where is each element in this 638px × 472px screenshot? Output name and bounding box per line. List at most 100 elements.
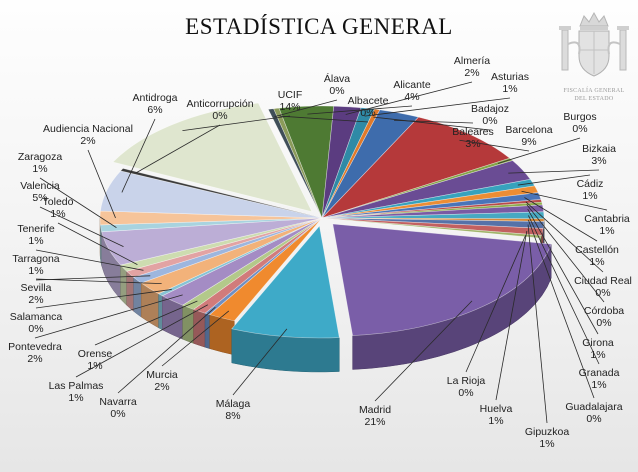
slice-percent-la-rioja: 0% xyxy=(458,387,473,399)
slice-name-anticorrupci-n: Anticorrupción xyxy=(186,98,253,110)
emblem-text-line2: DEL ESTADO xyxy=(574,96,614,102)
leader-line-cantabria xyxy=(521,190,608,211)
slice-anticorrupci-n[interactable] xyxy=(120,168,323,219)
slice-percent-gipuzkoa: 1% xyxy=(539,438,554,450)
leader-line-tenerife xyxy=(35,249,144,271)
slice-percent-madrid: 21% xyxy=(364,416,385,428)
leader-line-barcelona xyxy=(459,139,530,152)
leader-line-sevilla xyxy=(35,278,162,284)
slice-name-tenerife: Tenerife xyxy=(17,223,55,235)
slice-name-alicante: Alicante xyxy=(393,79,431,91)
leader-line-burgos xyxy=(497,137,581,164)
leader-line-albacete xyxy=(279,115,369,123)
slice-percent-salamanca: 0% xyxy=(28,323,43,335)
slice-name-gipuzkoa: Gipuzkoa xyxy=(525,426,570,438)
slice-name-albacete: Albacete xyxy=(348,95,389,107)
slice-name-toledo: Toledo xyxy=(43,196,74,208)
slice-name-la-rioja: La Rioja xyxy=(447,375,486,387)
leader-line-las-palmas xyxy=(75,304,209,378)
slice-name-las-palmas: Las Palmas xyxy=(49,380,104,392)
slice-name-almer-a: Almería xyxy=(454,55,490,67)
leader-line-valencia xyxy=(39,206,124,247)
slice-percent-badajoz: 0% xyxy=(482,115,497,127)
leader-line-alicante xyxy=(307,105,413,115)
slice-m-laga[interactable] xyxy=(231,225,340,339)
slice-name-ciudad-real: Ciudad Real xyxy=(574,275,632,287)
leader-line-zaragoza xyxy=(39,177,117,228)
slice-side-las-palmas xyxy=(193,308,206,348)
leader-line-navarra xyxy=(117,306,216,394)
slice-name-m-laga: Málaga xyxy=(216,398,251,410)
leader-line-bizkaia xyxy=(508,169,600,174)
slice-name-c-rdoba: Córdoba xyxy=(584,305,624,317)
leader-line-orense xyxy=(94,300,198,346)
slice-percent-asturias: 1% xyxy=(502,83,517,95)
slice-percent-ciudad-real: 0% xyxy=(595,287,610,299)
slice-percent-c-rdoba: 0% xyxy=(596,317,611,329)
slice-side-murcia xyxy=(209,314,235,356)
slice-name-burgos: Burgos xyxy=(563,111,596,123)
slice-name-navarra: Navarra xyxy=(99,396,137,408)
leader-line-badajoz xyxy=(373,116,491,131)
slice-percent-alicante: 4% xyxy=(404,91,419,103)
slice-side-tenerife xyxy=(126,270,134,312)
fiscalia-emblem: FISCALÍA GENERAL DEL ESTADO xyxy=(552,8,636,104)
leader-line-salamanca xyxy=(35,289,172,309)
slice-percent-barcelona: 9% xyxy=(521,136,536,148)
slice-ucif[interactable] xyxy=(112,102,313,213)
slice-percent-tarragona: 1% xyxy=(28,265,43,277)
slice-name-sevilla: Sevilla xyxy=(21,282,52,294)
leader-line-anticorrupci-n xyxy=(135,124,221,174)
leader-line-granada xyxy=(528,215,600,365)
slice-percent-almer-a: 2% xyxy=(464,67,479,79)
slice-name-baleares: Baleares xyxy=(452,126,493,138)
slice-percent-las-palmas: 1% xyxy=(68,392,83,404)
slice-percent-sevilla: 2% xyxy=(28,294,43,306)
slice-percent-murcia: 2% xyxy=(154,381,169,393)
slice-name-valencia: Valencia xyxy=(20,180,60,192)
leader-line-c-rdoba xyxy=(526,204,605,303)
slice-name-badajoz: Badajoz xyxy=(471,103,509,115)
slice-percent-anticorrupci-n: 0% xyxy=(212,110,227,122)
slice-name-castell-n: Castellón xyxy=(575,244,619,256)
slice-la-rioja[interactable] xyxy=(321,217,542,239)
slice-percent-burgos: 0% xyxy=(572,123,587,135)
leader-line-la-rioja xyxy=(465,235,526,373)
leader-line-pontevedra xyxy=(34,294,183,339)
slice-percent-c-diz: 1% xyxy=(582,190,597,202)
slice-name-pontevedra: Pontevedra xyxy=(8,341,62,353)
slice-percent-castell-n: 1% xyxy=(589,256,604,268)
slice-percent-ucif: 14% xyxy=(279,101,300,113)
leader-line-ucif xyxy=(182,115,291,131)
pie-slices xyxy=(99,102,552,373)
slice-percent-cantabria: 1% xyxy=(599,225,614,237)
leader-line-antidroga xyxy=(121,118,156,193)
slice-name-antidroga: Antidroga xyxy=(133,92,178,104)
leader-line-toledo xyxy=(57,222,138,265)
leader-line-castell-n xyxy=(524,197,598,242)
slice-name-c-diz: Cádiz xyxy=(577,178,604,190)
slice-percent-tenerife: 1% xyxy=(28,235,43,247)
leader-line-madrid xyxy=(374,300,473,402)
slice-name-zaragoza: Zaragoza xyxy=(18,151,63,163)
slice-side-salamanca xyxy=(158,293,163,331)
leader-line-audiencia-nacional xyxy=(87,149,116,219)
leader-line-c-diz xyxy=(517,174,591,186)
leader-line-murcia xyxy=(161,310,230,367)
slice-name-ucif: UCIF xyxy=(278,89,303,101)
slice-percent-antidroga: 6% xyxy=(147,104,162,116)
slice-percent--lava: 0% xyxy=(329,85,344,97)
slice-name--lava: Álava xyxy=(324,72,350,85)
slice-name-murcia: Murcia xyxy=(146,369,178,381)
leader-line-almer-a xyxy=(345,81,473,115)
slice-name-cantabria: Cantabria xyxy=(584,213,630,225)
leader-line--lava xyxy=(274,99,338,118)
slice-name-bizkaia: Bizkaia xyxy=(582,143,616,155)
slice-barcelona[interactable] xyxy=(321,116,511,219)
leader-line-girona xyxy=(527,208,599,335)
leader-line-huelva xyxy=(495,230,528,401)
leader-line-ciudad-real xyxy=(525,201,604,273)
leader-line-baleares xyxy=(394,119,474,124)
